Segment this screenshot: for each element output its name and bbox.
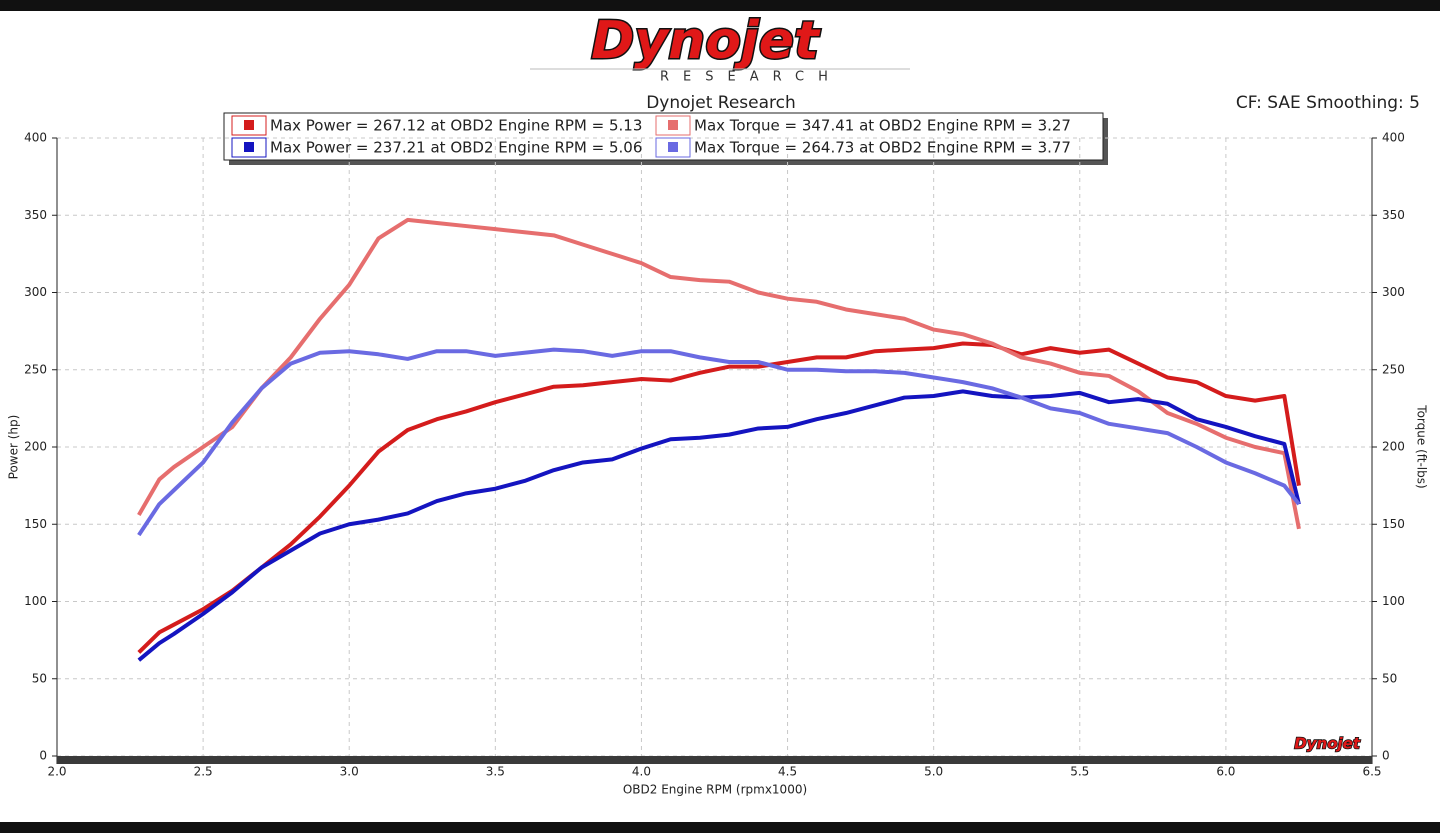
y-tick-label: 0 bbox=[39, 749, 47, 763]
x-tick-label: 2.5 bbox=[194, 765, 213, 779]
x-tick-label: 3.5 bbox=[486, 765, 505, 779]
chart-title: Dynojet Research bbox=[646, 93, 796, 113]
y2-tick-label: 400 bbox=[1382, 131, 1405, 145]
y-tick-label: 150 bbox=[24, 517, 47, 531]
x-tick-label: 6.5 bbox=[1362, 765, 1381, 779]
legend-label: Max Power = 267.12 at OBD2 Engine RPM = … bbox=[270, 117, 642, 135]
corner-logo: Dynojet bbox=[1294, 735, 1361, 753]
y2-tick-label: 200 bbox=[1382, 440, 1405, 454]
y-tick-label: 300 bbox=[24, 285, 47, 299]
legend-swatch bbox=[244, 120, 254, 130]
chart-subtitle: CF: SAE Smoothing: 5 bbox=[1236, 93, 1420, 113]
y2-tick-label: 50 bbox=[1382, 671, 1397, 685]
y-tick-label: 400 bbox=[24, 131, 47, 145]
x-tick-label: 5.5 bbox=[1070, 765, 1089, 779]
x-tick-label: 4.5 bbox=[778, 765, 797, 779]
y-tick-label: 100 bbox=[24, 594, 47, 608]
legend-label: Max Torque = 347.41 at OBD2 Engine RPM =… bbox=[694, 117, 1071, 135]
y-tick-label: 50 bbox=[32, 671, 47, 685]
y2-tick-label: 100 bbox=[1382, 594, 1405, 608]
legend-swatch bbox=[668, 142, 678, 152]
x-tick-label: 2.0 bbox=[47, 765, 66, 779]
x-tick-label: 5.0 bbox=[924, 765, 943, 779]
y2-axis-label: Torque (ft-lbs) bbox=[1415, 404, 1429, 488]
x-tick-label: 6.0 bbox=[1216, 765, 1235, 779]
y-tick-label: 200 bbox=[24, 440, 47, 454]
y-tick-label: 250 bbox=[24, 362, 47, 376]
x-axis-band bbox=[57, 756, 1372, 764]
series-line bbox=[137, 347, 1301, 537]
legend-label: Max Torque = 264.73 at OBD2 Engine RPM =… bbox=[694, 139, 1071, 157]
y-tick-label: 350 bbox=[24, 208, 47, 222]
x-axis-label: OBD2 Engine RPM (rpmx1000) bbox=[623, 783, 807, 797]
y2-tick-label: 150 bbox=[1382, 517, 1405, 531]
x-tick-label: 3.0 bbox=[340, 765, 359, 779]
series-line bbox=[137, 341, 1301, 654]
y2-tick-label: 350 bbox=[1382, 208, 1405, 222]
top-bar bbox=[0, 0, 1440, 11]
logo: Dynojet bbox=[591, 11, 821, 71]
y2-tick-label: 250 bbox=[1382, 362, 1405, 376]
bottom-bar bbox=[0, 822, 1440, 833]
series-line bbox=[137, 389, 1301, 662]
y2-tick-label: 0 bbox=[1382, 749, 1390, 763]
x-tick-label: 4.0 bbox=[632, 765, 651, 779]
legend-swatch bbox=[244, 142, 254, 152]
legend-label: Max Power = 237.21 at OBD2 Engine RPM = … bbox=[270, 139, 642, 157]
logo-tagline: RESEARCH bbox=[660, 70, 842, 85]
y-axis-label: Power (hp) bbox=[7, 415, 21, 480]
legend-swatch bbox=[668, 120, 678, 130]
series-line bbox=[137, 217, 1301, 530]
y2-tick-label: 300 bbox=[1382, 285, 1405, 299]
